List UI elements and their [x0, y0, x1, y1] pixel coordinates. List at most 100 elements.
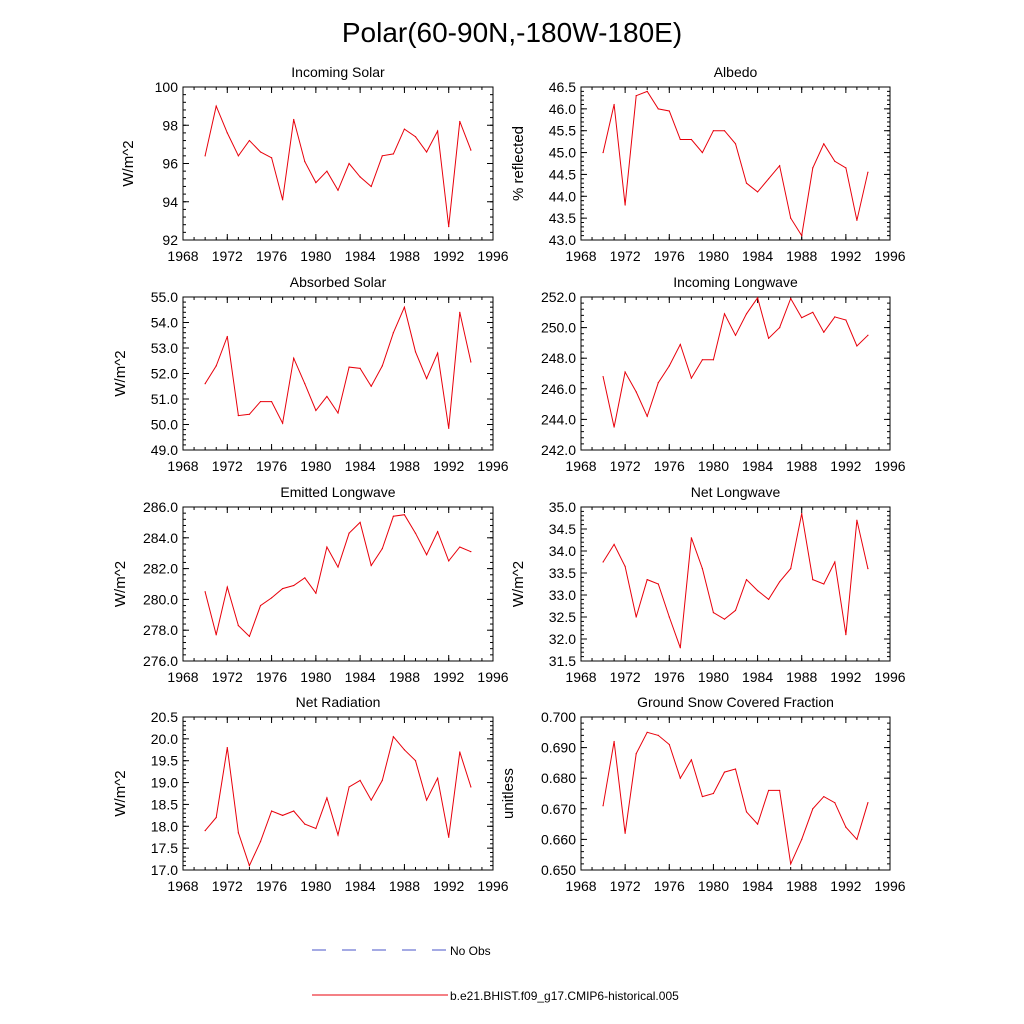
data-point — [646, 90, 648, 92]
data-point — [226, 335, 228, 338]
x-tick-label: 1968 — [565, 669, 596, 685]
panel-title: Ground Snow Covered Fraction — [637, 694, 834, 710]
data-point — [812, 167, 814, 169]
y-tick-label: 0.690 — [541, 740, 576, 756]
x-tick-label: 1992 — [433, 878, 464, 894]
y-axis-label: W/m^2 — [112, 770, 129, 816]
x-tick-label: 1976 — [654, 878, 685, 894]
data-point — [403, 128, 406, 130]
data-point — [635, 391, 637, 393]
chart-panel: 1968 1972 1976 1980 1984 1988 1992 1996 31.5 32.0… — [510, 484, 906, 685]
data-point — [215, 816, 217, 819]
x-tick-label: 1972 — [212, 878, 243, 894]
data-point — [293, 118, 295, 121]
chart-panel: 1968 1972 1976 1980 1984 1988 1992 1996 49.0 50.0… — [112, 274, 509, 474]
data-point — [425, 151, 428, 153]
data-point — [790, 568, 792, 570]
data-point — [635, 753, 637, 755]
data-point — [856, 519, 858, 521]
y-tick-label: 248.0 — [541, 350, 576, 366]
data-point — [613, 543, 615, 546]
data-point — [723, 313, 726, 315]
data-point — [437, 130, 439, 132]
data-point — [448, 560, 450, 562]
data-point — [701, 359, 703, 361]
data-point — [690, 138, 692, 141]
panels: 1968 1972 1976 1980 1984 1988 1992 1996 92 94 96 98… — [112, 64, 906, 894]
data-point — [690, 377, 692, 379]
data-point — [470, 786, 472, 788]
data-point — [259, 151, 262, 153]
data-point — [215, 365, 217, 367]
x-tick-label: 1976 — [256, 878, 287, 894]
data-point — [282, 422, 284, 424]
data-point — [370, 799, 372, 801]
data-point — [635, 95, 637, 97]
data-point — [856, 345, 858, 347]
data-point — [613, 426, 615, 428]
data-point — [226, 132, 228, 134]
data-point — [756, 297, 759, 299]
x-tick-label: 1976 — [654, 248, 685, 264]
data-point — [448, 226, 450, 228]
y-tick-label: 0.660 — [541, 831, 576, 847]
x-tick-label: 1988 — [389, 878, 420, 894]
data-point — [403, 749, 406, 751]
data-point — [248, 139, 251, 142]
data-point — [348, 532, 350, 534]
panel-title: Net Longwave — [691, 484, 781, 500]
data-point — [812, 579, 814, 581]
y-tick-label: 18.5 — [151, 796, 178, 812]
data-point — [359, 521, 361, 524]
data-point — [248, 865, 251, 867]
data-point — [801, 513, 803, 515]
data-point — [248, 413, 251, 415]
data-point — [381, 155, 383, 157]
x-tick-label: 1976 — [256, 458, 287, 474]
data-point — [337, 189, 339, 191]
data-point — [646, 579, 648, 581]
data-point — [348, 366, 350, 368]
y-tick-label: 278.0 — [143, 622, 178, 638]
y-tick-label: 280.0 — [143, 591, 178, 607]
data-point — [602, 375, 604, 378]
data-point — [657, 734, 659, 736]
data-point — [624, 832, 626, 834]
x-tick-label: 1980 — [698, 669, 729, 685]
data-point — [237, 624, 239, 627]
data-point — [701, 795, 703, 798]
x-tick-label: 1992 — [433, 669, 464, 685]
data-point — [437, 352, 439, 354]
data-point — [646, 731, 648, 733]
data-point — [425, 378, 428, 380]
y-tick-label: 244.0 — [541, 411, 576, 427]
data-point — [237, 832, 239, 834]
x-tick-label: 1988 — [786, 458, 817, 474]
y-axis-label: W/m^2 — [112, 561, 129, 607]
y-tick-label: 43.5 — [549, 210, 576, 226]
data-point — [801, 838, 803, 841]
data-point — [470, 361, 472, 363]
data-point — [448, 427, 450, 429]
data-point — [790, 297, 792, 300]
y-axis-label: W/m^2 — [112, 350, 129, 396]
x-tick-label: 1992 — [433, 248, 464, 264]
chart-panel: 1968 1972 1976 1980 1984 1988 1992 1996 276.0 278… — [112, 484, 509, 685]
data-point — [745, 811, 748, 813]
data-point — [779, 165, 781, 167]
x-tick-label: 1980 — [300, 248, 331, 264]
data-point — [723, 130, 726, 132]
data-point — [646, 415, 648, 417]
y-tick-label: 252.0 — [541, 289, 576, 305]
data-point — [602, 151, 604, 154]
data-point — [734, 768, 737, 770]
data-point — [723, 618, 726, 620]
x-tick-label: 1980 — [300, 669, 331, 685]
chart-panel: 1968 1972 1976 1980 1984 1988 1992 1996 17.0 17.5… — [112, 694, 509, 894]
data-point — [624, 204, 626, 206]
chart-panel: 1968 1972 1976 1980 1984 1988 1992 1996 242.0 244… — [541, 274, 906, 474]
x-tick-label: 1996 — [874, 878, 905, 894]
legend-obs-label: No Obs — [450, 944, 491, 958]
data-point — [668, 110, 670, 112]
data-point — [282, 588, 284, 590]
